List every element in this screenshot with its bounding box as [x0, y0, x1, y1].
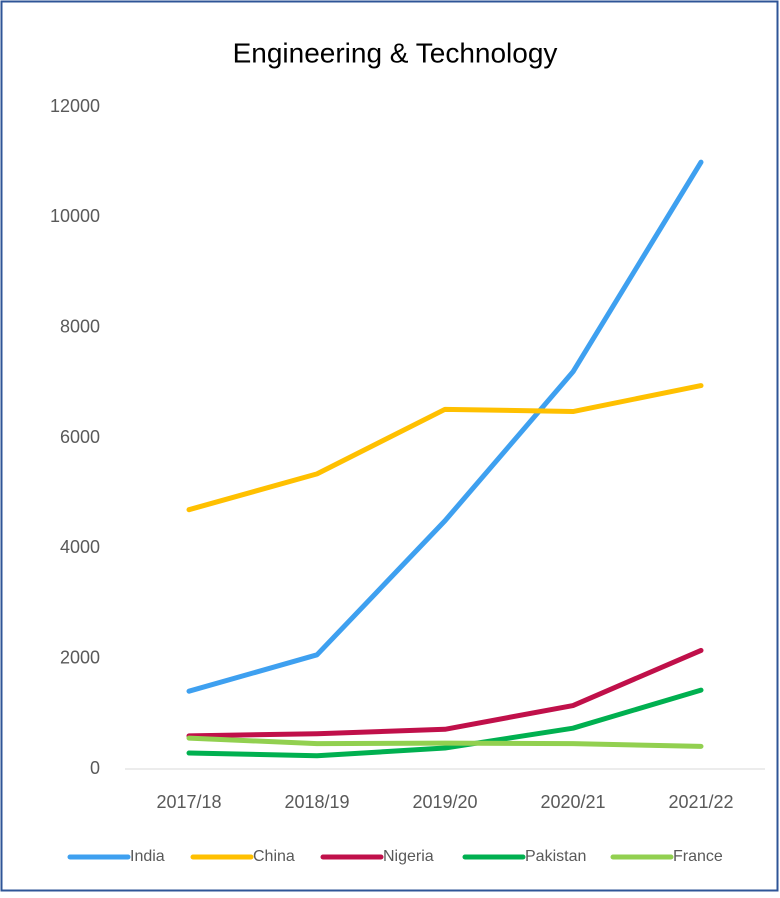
series-line [186, 687, 704, 759]
x-tick-label: 2020/21 [540, 792, 605, 812]
y-tick-label: 2000 [60, 647, 100, 667]
chart-title: Engineering & Technology [233, 37, 558, 68]
legend-label: India [130, 848, 165, 865]
x-tick-label: 2018/19 [284, 792, 349, 812]
y-tick-label: 8000 [60, 316, 100, 336]
legend-label: France [673, 848, 723, 865]
x-tick-label: 2019/20 [412, 792, 477, 812]
legend-label: China [253, 848, 295, 865]
series-line [186, 159, 704, 694]
y-tick-label: 6000 [60, 427, 100, 447]
series-line [186, 383, 704, 513]
x-tick-label: 2021/22 [668, 792, 733, 812]
x-tick-label: 2017/18 [156, 792, 221, 812]
legend-label: Nigeria [383, 848, 434, 865]
y-tick-label: 4000 [60, 537, 100, 557]
series-line [186, 647, 704, 739]
series-line [186, 735, 704, 749]
legend-label: Pakistan [525, 848, 586, 865]
y-tick-label: 12000 [50, 96, 100, 116]
y-tick-label: 10000 [50, 206, 100, 226]
y-tick-label: 0 [90, 758, 100, 778]
